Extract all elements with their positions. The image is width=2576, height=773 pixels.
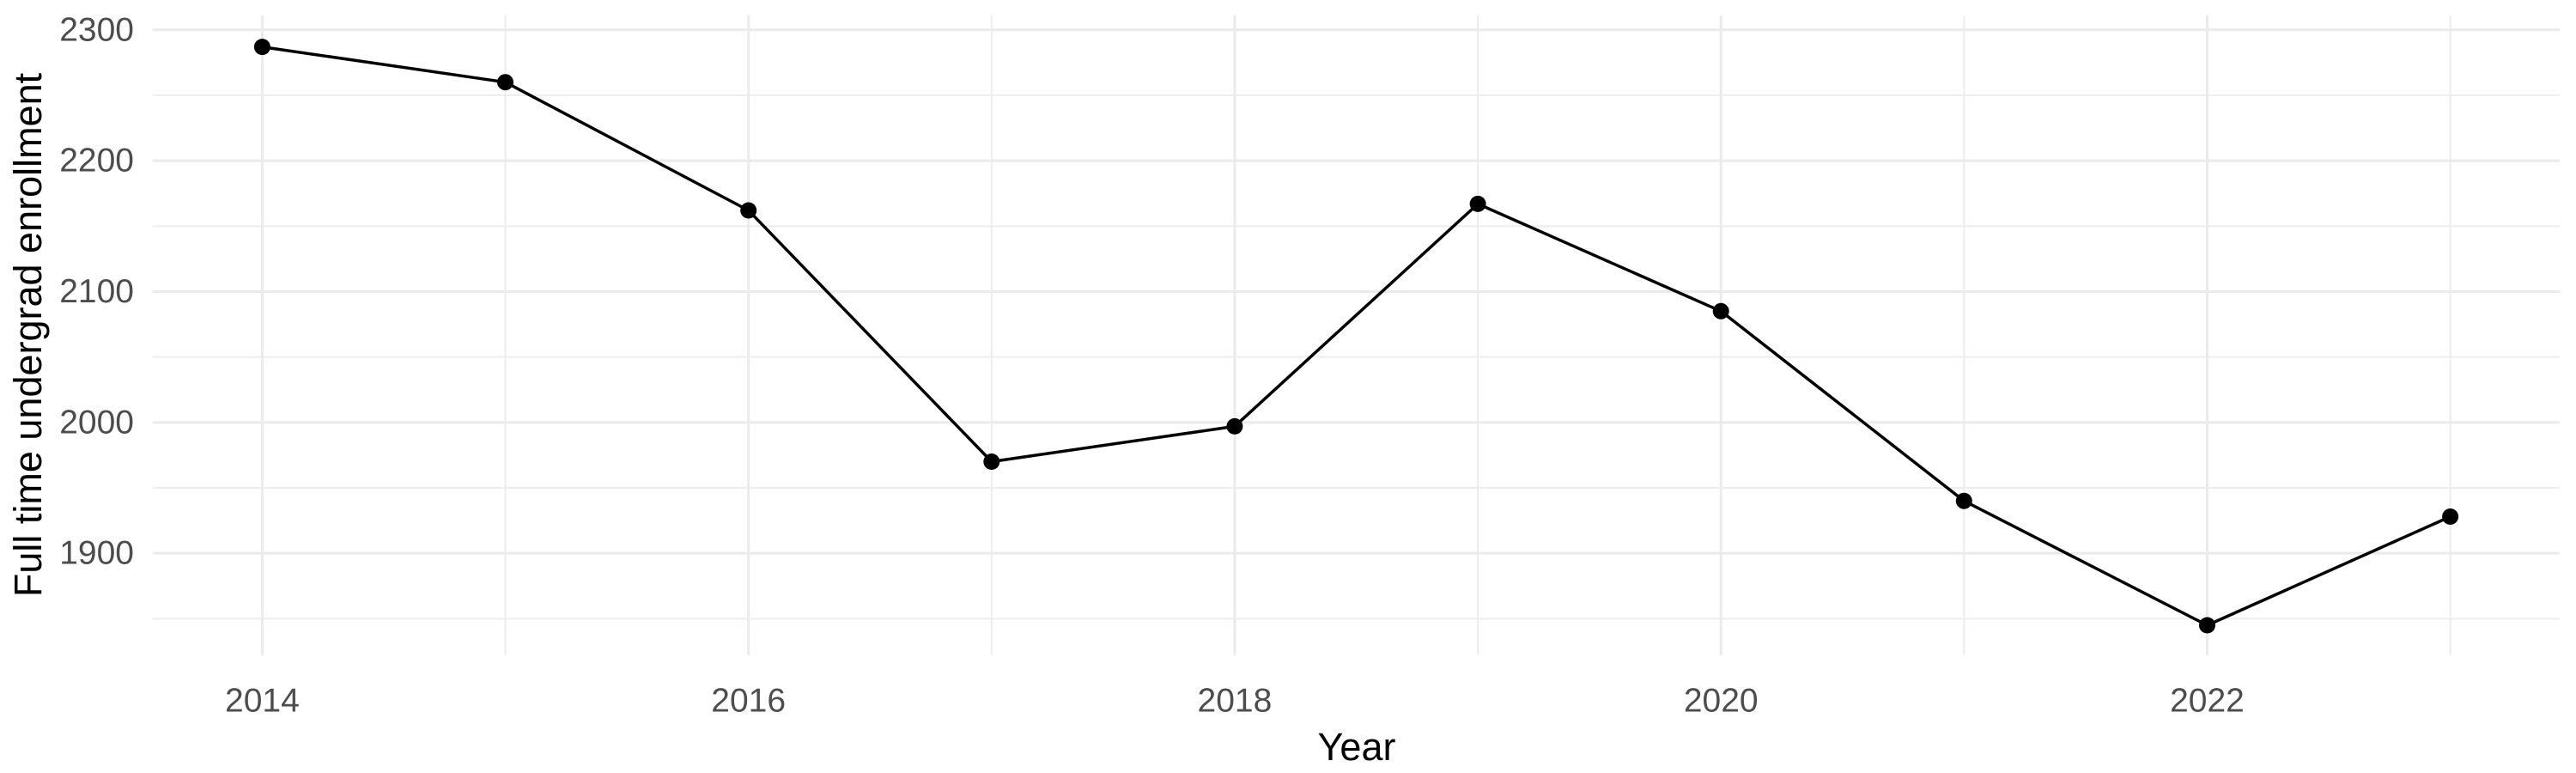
data-series	[253, 39, 2459, 634]
x-tick-label: 2020	[1684, 683, 1759, 720]
data-point	[2199, 617, 2215, 634]
data-point	[2442, 508, 2459, 525]
y-tick-label: 1900	[59, 535, 134, 572]
data-point	[740, 202, 757, 219]
data-point	[253, 39, 270, 56]
data-point	[497, 74, 513, 91]
data-point	[1469, 195, 1486, 212]
gridlines-major	[153, 15, 2560, 655]
x-tick-label: 2016	[711, 683, 786, 720]
data-point	[1955, 492, 1972, 509]
axis-tick-labels: 1900 2000 2100 2200 2300 2014 2016 2018 2020 2022	[59, 11, 2245, 719]
y-tick-label: 2200	[59, 143, 134, 180]
y-axis-title: Full time undergrad enrollment	[6, 72, 50, 597]
y-tick-label: 2000	[59, 404, 134, 441]
data-point	[1226, 417, 1243, 435]
x-tick-label: 2018	[1198, 683, 1273, 720]
x-tick-label: 2022	[2170, 683, 2245, 720]
x-axis-title: Year	[1318, 725, 1396, 769]
x-tick-label: 2014	[225, 683, 300, 720]
y-tick-label: 2100	[59, 273, 134, 310]
y-tick-label: 2300	[59, 11, 134, 48]
data-point	[983, 453, 1000, 470]
data-point	[1712, 302, 1729, 320]
gridlines-minor	[153, 15, 2560, 655]
enrollment-line	[262, 45, 2451, 627]
